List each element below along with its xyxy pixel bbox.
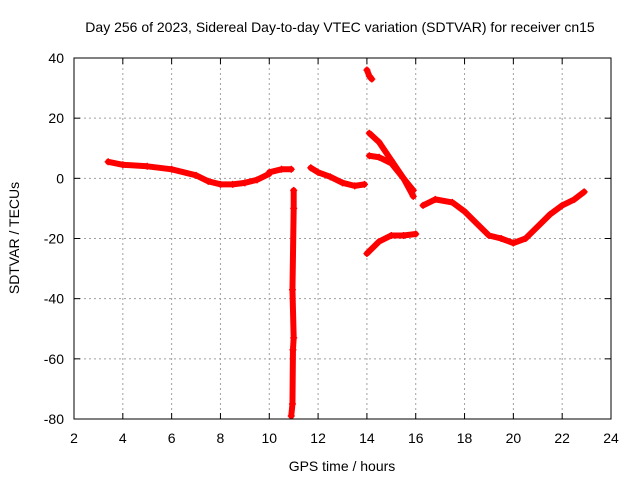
series-track-d <box>307 164 368 190</box>
series-track-i <box>419 188 588 247</box>
x-tick-label: 10 <box>261 430 277 446</box>
series-track-h <box>363 230 420 258</box>
x-tick-label: 20 <box>506 430 522 446</box>
chart-title: Day 256 of 2023, Sidereal Day-to-day VTE… <box>85 19 595 35</box>
series-track-g <box>365 152 417 200</box>
y-tick-label: -80 <box>44 411 64 427</box>
series-band <box>307 164 368 189</box>
x-tick-label: 2 <box>70 430 78 446</box>
axis-ticks <box>73 57 612 420</box>
series-band <box>266 166 295 176</box>
x-tick-label: 14 <box>359 430 375 446</box>
y-tick-label: 40 <box>48 50 64 66</box>
series-band <box>366 152 417 200</box>
series-track-b <box>265 165 295 176</box>
x-tick-label: 18 <box>457 430 473 446</box>
x-tick-label: 22 <box>554 430 570 446</box>
y-tick-label: -60 <box>44 351 64 367</box>
series-band <box>363 67 375 83</box>
series-band <box>288 187 297 419</box>
y-tick-label: -20 <box>44 231 64 247</box>
x-tick-label: 16 <box>408 430 424 446</box>
series-track-a <box>104 158 273 188</box>
x-tick-label: 6 <box>168 430 176 446</box>
series-track-e <box>363 66 376 83</box>
y-axis-label: SDTVAR / TECUs <box>6 182 22 294</box>
x-tick-label: 12 <box>310 430 326 446</box>
data-points <box>104 66 588 420</box>
series-band <box>363 230 419 257</box>
y-tick-label: 20 <box>48 110 64 126</box>
y-tick-label: 0 <box>56 170 64 186</box>
x-tick-label: 8 <box>217 430 225 446</box>
x-tick-label: 4 <box>119 430 127 446</box>
x-tick-label: 24 <box>603 430 619 446</box>
series-band <box>420 188 588 247</box>
series-track-c <box>287 186 298 420</box>
x-axis-label: GPS time / hours <box>289 458 396 474</box>
y-tick-label: -40 <box>44 291 64 307</box>
grid-lines <box>74 58 611 419</box>
series-band <box>105 158 273 188</box>
